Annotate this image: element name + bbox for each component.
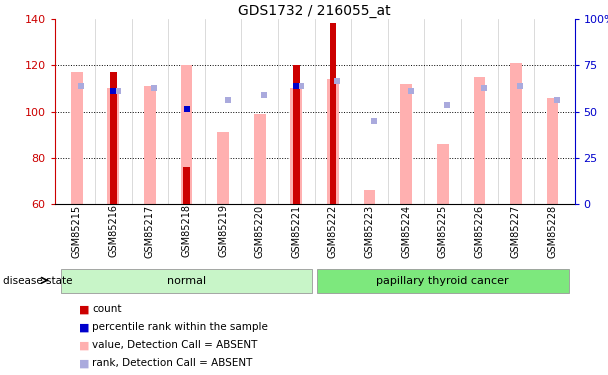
Text: percentile rank within the sample: percentile rank within the sample [92, 322, 268, 332]
Bar [217, 132, 229, 204]
Text: ■: ■ [79, 358, 89, 368]
Bar [400, 84, 412, 204]
Text: ■: ■ [79, 304, 89, 314]
Bar [474, 77, 485, 204]
Bar [437, 144, 449, 204]
Bar [510, 63, 522, 204]
Text: normal: normal [167, 276, 206, 286]
Text: ■: ■ [79, 340, 89, 350]
Text: GSM85219: GSM85219 [218, 204, 228, 257]
Text: GSM85224: GSM85224 [401, 204, 411, 258]
Text: rank, Detection Call = ABSENT: rank, Detection Call = ABSENT [92, 358, 253, 368]
Bar [183, 167, 190, 204]
Title: GDS1732 / 216055_at: GDS1732 / 216055_at [238, 4, 391, 18]
Text: GSM85216: GSM85216 [108, 204, 119, 257]
Text: ■: ■ [79, 322, 89, 332]
Text: papillary thyroid cancer: papillary thyroid cancer [376, 276, 509, 286]
FancyBboxPatch shape [317, 269, 568, 293]
Text: GSM85217: GSM85217 [145, 204, 155, 258]
Bar [293, 65, 300, 204]
Text: count: count [92, 304, 122, 314]
Text: GSM85226: GSM85226 [474, 204, 485, 258]
Text: disease state: disease state [3, 276, 72, 285]
Bar [327, 79, 339, 204]
Bar [144, 86, 156, 204]
Text: value, Detection Call = ABSENT: value, Detection Call = ABSENT [92, 340, 258, 350]
Text: GSM85215: GSM85215 [72, 204, 81, 258]
Bar [291, 88, 302, 204]
Bar [71, 72, 83, 204]
Text: GSM85220: GSM85220 [255, 204, 264, 258]
Bar [364, 190, 375, 204]
Bar [254, 114, 266, 204]
Text: GSM85221: GSM85221 [291, 204, 302, 258]
Text: GSM85222: GSM85222 [328, 204, 338, 258]
Text: GSM85218: GSM85218 [182, 204, 192, 257]
Text: GSM85227: GSM85227 [511, 204, 521, 258]
FancyBboxPatch shape [61, 269, 313, 293]
Text: GSM85225: GSM85225 [438, 204, 447, 258]
Bar [547, 98, 559, 204]
Bar [181, 65, 192, 204]
Bar [330, 23, 336, 204]
Text: GSM85228: GSM85228 [548, 204, 558, 258]
Bar [108, 88, 119, 204]
Text: GSM85223: GSM85223 [365, 204, 375, 258]
Bar [110, 72, 117, 204]
